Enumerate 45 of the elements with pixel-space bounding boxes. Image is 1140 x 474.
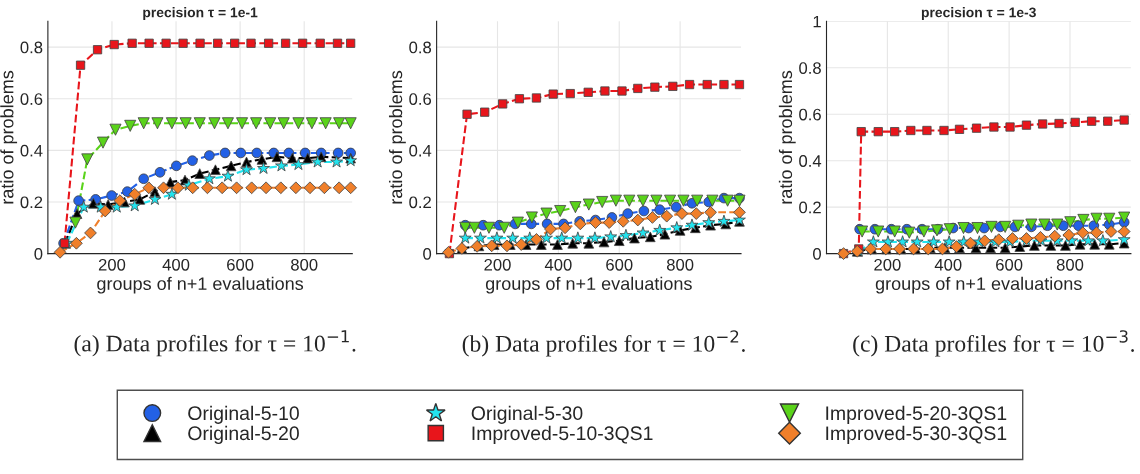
x-axis-title: groups of n+1 evaluations — [97, 276, 304, 294]
x-tick-label: 400 — [544, 258, 572, 271]
text: (a) Data profiles for τ = 10$^{−1}$. — [74, 330, 356, 357]
y-tick-label: 0.6 — [409, 93, 432, 105]
legend-label: Improved-5-10-3QS1 — [472, 425, 653, 444]
y-tick-label: 0 — [34, 247, 43, 260]
x-axis-title: groups of n+1 evaluations — [875, 276, 1082, 294]
x-tick-label: 600 — [606, 258, 633, 271]
y-tick-label: 0.4 — [799, 155, 822, 167]
legend-label: Original-5-30 — [471, 405, 583, 424]
y-axis-title: ratio of problems — [778, 70, 796, 204]
y-tick-label: 0 — [423, 247, 432, 260]
chart-title: precision τ = 1e-1 — [143, 7, 258, 21]
x-tick-label: 600 — [996, 258, 1023, 271]
x-tick-label: 400 — [162, 258, 190, 271]
x-tick-label: 800 — [291, 258, 318, 271]
y-tick-label: 0.6 — [20, 93, 43, 105]
y-axis-title: ratio of problems — [388, 70, 406, 204]
x-tick-label: 200 — [98, 258, 126, 271]
x-tick-label: 400 — [934, 258, 962, 271]
y-tick-label: 0.4 — [409, 144, 432, 157]
text: (c) Data profiles for τ = 10$^{−3}$. — [853, 330, 1134, 357]
y-tick-label: 0.6 — [799, 108, 821, 121]
y-tick-label: 0 — [813, 247, 821, 260]
y-tick-label: 0.2 — [409, 196, 431, 209]
y-tick-label: 0.2 — [20, 196, 43, 209]
y-tick-label: 1 — [813, 15, 821, 28]
x-tick-label: 600 — [227, 258, 254, 271]
y-tick-label: 0.2 — [799, 201, 821, 214]
x-tick-label: 800 — [666, 258, 694, 271]
y-tick-label: 0.8 — [799, 62, 821, 74]
legend-label: Original-5-20 — [188, 425, 299, 444]
legend-label: Original-5-10 — [188, 405, 299, 424]
y-tick-label: 0.8 — [409, 41, 432, 54]
x-tick-label: 200 — [484, 258, 511, 271]
x-axis-title: groups of n+1 evaluations — [485, 276, 692, 294]
legend-label: Improved-5-20-3QS1 — [826, 405, 1007, 424]
y-axis-title: ratio of problems — [0, 70, 18, 204]
legend-label: Improved-5-30-3QS1 — [826, 425, 1007, 444]
chart-title: precision τ = 1e-3 — [921, 7, 1036, 21]
text: (b) Data profiles for τ = 10$^{−2}$. — [462, 330, 745, 357]
y-tick-label: 0.8 — [20, 41, 43, 54]
y-tick-label: 0.4 — [20, 144, 43, 157]
x-tick-label: 800 — [1056, 258, 1084, 271]
x-tick-label: 200 — [874, 258, 901, 271]
